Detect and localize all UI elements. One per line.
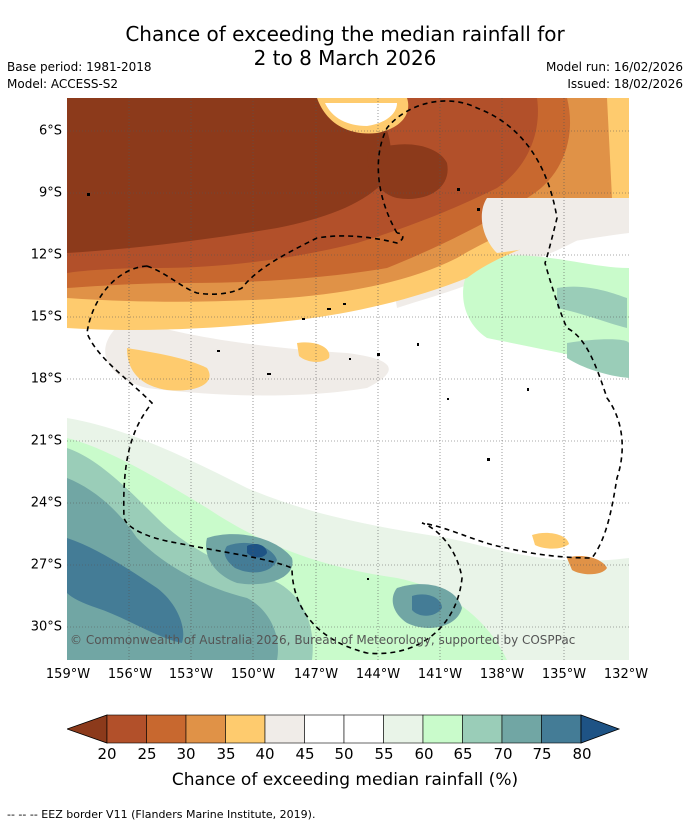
meta-right: Model run: 16/02/2026 Issued: 18/02/2026 xyxy=(546,59,683,93)
lat-label-12s: 12°S xyxy=(30,247,62,263)
colorbar-tick: 30 xyxy=(176,745,196,763)
colorbar-swatch xyxy=(462,714,503,744)
lat-label-21s: 21°S xyxy=(30,433,62,449)
colorbar-swatch xyxy=(146,714,187,744)
colorbar-tick: 25 xyxy=(137,745,157,763)
title-line-2: 2 to 8 March 2026 xyxy=(253,46,437,70)
colorbar-tick: 50 xyxy=(334,745,354,763)
lon-label-153w: 153°W xyxy=(168,667,214,682)
lat-label-27s: 27°S xyxy=(30,557,62,573)
colorbar-tick: 80 xyxy=(572,745,592,763)
lon-label-138w: 138°W xyxy=(479,667,525,682)
colorbar-tick: 40 xyxy=(255,745,275,763)
colorbar-tick: 70 xyxy=(493,745,513,763)
colorbar-swatch xyxy=(343,714,384,744)
colorbar-tick: 60 xyxy=(414,745,434,763)
colorbar-swatch xyxy=(106,714,147,744)
lat-label-9s: 9°S xyxy=(38,185,62,201)
lon-label-147w: 147°W xyxy=(293,667,339,682)
lat-label-24s: 24°S xyxy=(30,495,62,511)
rainfall-map xyxy=(67,98,629,660)
map-title: Chance of exceeding the median rainfall … xyxy=(0,22,690,70)
colorbar-swatch xyxy=(225,714,266,744)
eez-border xyxy=(86,100,623,655)
colorbar-tick: 65 xyxy=(453,745,473,763)
copyright-note: © Commonwealth of Australia 2026, Bureau… xyxy=(70,633,576,647)
lat-label-15s: 15°S xyxy=(30,309,62,325)
lat-label-30s: 30°S xyxy=(30,619,62,635)
island-markers xyxy=(87,188,529,580)
colorbar-swatch xyxy=(501,714,542,744)
colorbar xyxy=(65,713,623,749)
colorbar-swatch xyxy=(383,714,424,744)
issued-date: Issued: 18/02/2026 xyxy=(567,77,683,91)
lon-label-159w: 159°W xyxy=(45,667,91,682)
colorbar-extend-high xyxy=(580,714,621,744)
lon-label-135w: 135°W xyxy=(541,667,587,682)
lon-label-150w: 150°W xyxy=(230,667,276,682)
colorbar-tick: 20 xyxy=(97,745,117,763)
colorbar-tick: 55 xyxy=(374,745,394,763)
colorbar-swatch xyxy=(541,714,582,744)
lon-label-132w: 132°W xyxy=(603,667,649,682)
lat-label-18s: 18°S xyxy=(30,371,62,387)
colorbar-tick: 35 xyxy=(216,745,236,763)
colorbar-label: Chance of exceeding median rainfall (%) xyxy=(171,770,519,790)
colorbar-tick: 75 xyxy=(532,745,552,763)
colorbar-svg xyxy=(65,714,621,744)
lat-label-6s: 6°S xyxy=(38,123,62,139)
colorbar-tick: 45 xyxy=(295,745,315,763)
meta-left: Base period: 1981-2018 Model: ACCESS-S2 xyxy=(7,59,152,93)
colorbar-swatch xyxy=(264,714,305,744)
title-line-1: Chance of exceeding the median rainfall … xyxy=(125,22,565,46)
colorbar-swatch xyxy=(304,714,345,744)
map-svg xyxy=(67,98,629,660)
model-run: Model run: 16/02/2026 xyxy=(545,60,683,74)
base-period: Base period: 1981-2018 xyxy=(7,60,152,74)
colorbar-swatch xyxy=(422,714,463,744)
eez-footnote: -- -- -- EEZ border V11 (Flanders Marine… xyxy=(7,808,316,821)
colorbar-swatch xyxy=(185,714,226,744)
lon-label-156w: 156°W xyxy=(107,667,153,682)
lon-label-144w: 144°W xyxy=(355,667,401,682)
model-name: Model: ACCESS-S2 xyxy=(7,77,119,91)
lon-label-141w: 141°W xyxy=(417,667,463,682)
colorbar-extend-low xyxy=(65,714,108,744)
